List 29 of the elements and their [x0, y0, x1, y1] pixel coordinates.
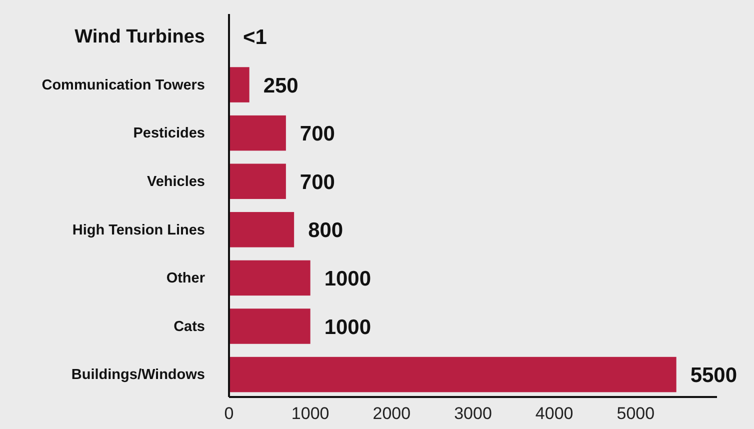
bar — [229, 308, 310, 344]
x-tick-label: 0 — [224, 404, 234, 424]
y-tick-label: Cats — [174, 318, 205, 335]
data-label: 1000 — [324, 316, 372, 339]
x-tick-label: 5000 — [616, 404, 655, 424]
data-label: 5500 — [690, 364, 738, 388]
bar — [229, 67, 250, 102]
bar — [229, 356, 676, 392]
y-tick-label: Pesticides — [133, 126, 205, 142]
y-tick-label: Vehicles — [146, 174, 205, 190]
bar — [229, 212, 294, 248]
data-label: 700 — [300, 170, 335, 194]
bar — [229, 260, 310, 296]
x-tick-label: 1000 — [291, 404, 330, 424]
data-label: 700 — [300, 122, 335, 146]
y-tick-label: Buildings/Windows — [71, 367, 205, 384]
y-tick-label: High Tension Lines — [72, 222, 205, 238]
y-tick-label: Communication Towers — [42, 77, 205, 94]
y-tick-label: Wind Turbines — [74, 26, 205, 48]
data-label: 800 — [308, 219, 344, 242]
data-label: 250 — [263, 74, 298, 98]
bar — [229, 164, 286, 199]
bar — [229, 115, 286, 151]
data-label: 1000 — [324, 268, 372, 291]
x-tick-label: 3000 — [454, 404, 492, 424]
x-tick-label: 4000 — [535, 404, 574, 424]
x-tick-label: 2000 — [372, 404, 411, 424]
y-tick-label: Other — [166, 270, 206, 287]
data-label: <1 — [243, 26, 268, 50]
